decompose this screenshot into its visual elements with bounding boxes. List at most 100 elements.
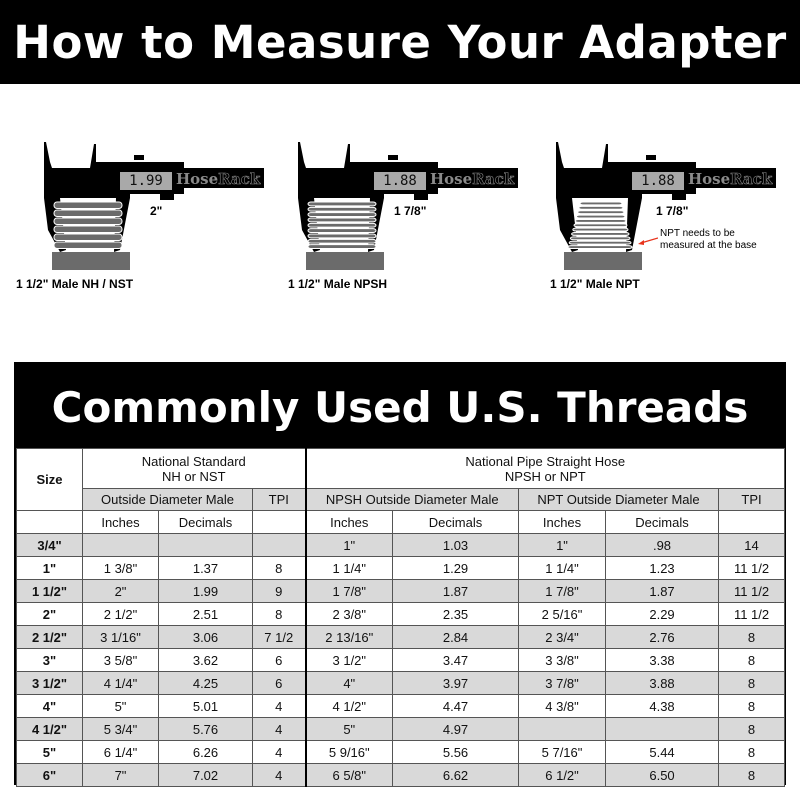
thread-ridge (568, 240, 632, 245)
caliper-display: 1.99 (120, 172, 172, 190)
thread-ridge (53, 201, 123, 209)
table-row: 2" 2 1/2" 2.51 8 2 3/8" 2.35 2 5/16" 2.29 11 1/2 (16, 602, 786, 626)
thread-ridge (578, 205, 624, 210)
size-cell: 4" (16, 694, 83, 718)
table-cell: 4" (304, 671, 394, 695)
fitting-label: 1 1/2" Male NPT (550, 277, 640, 291)
table-cell: 5" (304, 717, 394, 741)
table-cell: 1.29 (392, 556, 520, 580)
table-cell: 6 1/2" (518, 763, 607, 787)
table-cell: 4 1/4" (82, 671, 159, 695)
thread-ridge (571, 232, 630, 236)
table-cell: 7 1/2 (251, 625, 307, 649)
decimals-header: Decimals (392, 510, 520, 534)
caliper-npt: 1.88 HoseRack 1 7/8" 1 1/2" Male NPT NPT… (546, 140, 800, 300)
table-row: 4" 5" 5.01 4 4 1/2" 4.47 4 3/8" 4.38 8 (16, 694, 786, 718)
table-cell: 1 1/4" (304, 556, 394, 580)
thread-ridge (579, 201, 623, 206)
table-cell: 3 5/8" (82, 648, 159, 672)
table-cell: 5" (82, 694, 159, 718)
threads-table: Commonly Used U.S. Threads Size National… (14, 362, 786, 787)
hoserack-logo: HoseRack (176, 170, 261, 189)
caliper-display: 1.88 (374, 172, 426, 190)
table-cell: 1 3/8" (82, 556, 159, 580)
table-cell (82, 533, 159, 557)
table-cell: 1" (304, 533, 394, 557)
table-cell: 2 3/4" (518, 625, 607, 649)
caliper-nh-nst: 1.99 HoseRack 2" 1 1/2" Male NH / NST (16, 140, 294, 300)
table-cell: 8 (251, 556, 307, 580)
npt-od-header: NPT Outside Diameter Male (518, 488, 720, 511)
thread-ridge (53, 233, 123, 241)
size-cell: 1 1/2" (16, 579, 83, 603)
table-cell: 6.26 (158, 740, 253, 764)
thread-ridge (53, 209, 123, 217)
table-cell: 6 (251, 648, 307, 672)
od-male-header: Outside Diameter Male (82, 488, 253, 511)
thread-ridge (307, 212, 377, 217)
thread-ridge (307, 238, 377, 244)
table-cell: 1.99 (158, 579, 253, 603)
table-cell: 3.06 (158, 625, 253, 649)
npsh-npt-group-header: National Pipe Straight Hose NPSH or NPT (304, 448, 786, 489)
decimals-header: Decimals (158, 510, 253, 534)
table-cell: 5 7/16" (518, 740, 607, 764)
table-cell: 5 9/16" (304, 740, 394, 764)
hoserack-logo: HoseRack (430, 170, 515, 189)
caliper-npsh: 1.88 HoseRack 1 7/8" 1 1/2" Male NPSH (288, 140, 548, 300)
measurement-label: 1 7/8" (656, 204, 689, 218)
table-cell: 5.01 (158, 694, 253, 718)
table-cell: 4.97 (392, 717, 520, 741)
table-cell: 1.03 (392, 533, 520, 557)
size-cell: 4 1/2" (16, 717, 83, 741)
table-cell: 4 (251, 717, 307, 741)
table-cell: 1.23 (605, 556, 720, 580)
table-row: 5" 6 1/4" 6.26 4 5 9/16" 5.56 5 7/16" 5.44 8 (16, 740, 786, 764)
table-row: 1" 1 3/8" 1.37 8 1 1/4" 1.29 1 1/4" 1.23 11 1/2 (16, 556, 786, 580)
table-cell: 6 (251, 671, 307, 695)
table-cell: 8 (251, 602, 307, 626)
decimals-header: Decimals (605, 510, 720, 534)
table-cell: 8 (718, 648, 786, 672)
table-cell: 8 (718, 671, 786, 695)
size-header: Size (16, 448, 83, 511)
table-cell: 2 5/16" (518, 602, 607, 626)
thread-ridge (307, 233, 377, 239)
measurement-label: 1 7/8" (394, 204, 427, 218)
table-cell: 8 (718, 717, 786, 741)
table-cell: 4 (251, 740, 307, 764)
table-row: 3/4" 1" 1.03 1" .98 14 (16, 533, 786, 557)
npsh-od-header: NPSH Outside Diameter Male (304, 488, 520, 511)
thread-ridge (575, 214, 626, 219)
table-cell: 8 (718, 763, 786, 787)
table-cell (251, 533, 307, 557)
table-row: 4 1/2" 5 3/4" 5.76 4 5" 4.97 8 (16, 717, 786, 741)
table-cell (158, 533, 253, 557)
inches-header: Inches (304, 510, 394, 534)
thread-ridge (307, 222, 377, 228)
thread-ridge (307, 244, 377, 249)
table-row: 3 1/2" 4 1/4" 4.25 6 4" 3.97 3 7/8" 3.88 8 (16, 671, 786, 695)
table-cell: 1.87 (392, 579, 520, 603)
table-row: 3" 3 5/8" 3.62 6 3 1/2" 3.47 3 3/8" 3.38 8 (16, 648, 786, 672)
table-cell: 11 1/2 (718, 602, 786, 626)
table-cell: 3.47 (392, 648, 520, 672)
arrow-icon (638, 237, 658, 245)
table-cell: 7" (82, 763, 159, 787)
table-cell: 5.44 (605, 740, 720, 764)
table-cell: 5.76 (158, 717, 253, 741)
table-cell: 1 7/8" (518, 579, 607, 603)
table-title: Commonly Used U.S. Threads (51, 383, 749, 432)
thread-ridge (577, 210, 625, 215)
table-cell: 8 (718, 694, 786, 718)
table-cell: 2 1/2" (82, 602, 159, 626)
size-cell: 1" (16, 556, 83, 580)
table-cell: 9 (251, 579, 307, 603)
thread-ridge (307, 201, 377, 207)
thread-ridge (53, 217, 123, 225)
table-cell: 4.47 (392, 694, 520, 718)
thread-ridge (567, 245, 633, 249)
thread-ridge (307, 228, 377, 233)
table-cell: .98 (605, 533, 720, 557)
size-cell: 3 1/2" (16, 671, 83, 695)
